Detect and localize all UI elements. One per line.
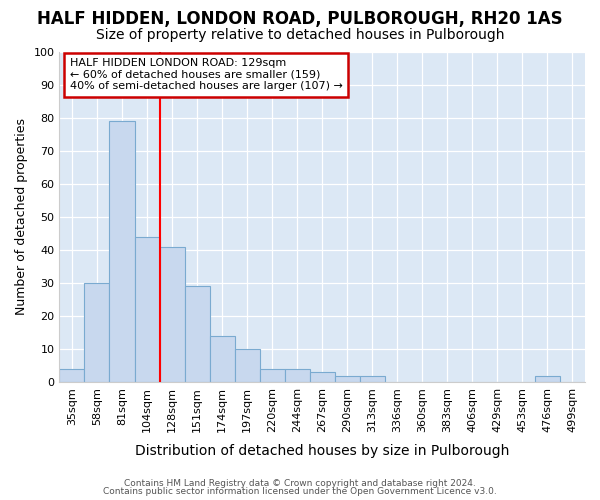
X-axis label: Distribution of detached houses by size in Pulborough: Distribution of detached houses by size … xyxy=(135,444,509,458)
Text: Contains public sector information licensed under the Open Government Licence v3: Contains public sector information licen… xyxy=(103,487,497,496)
Text: HALF HIDDEN, LONDON ROAD, PULBOROUGH, RH20 1AS: HALF HIDDEN, LONDON ROAD, PULBOROUGH, RH… xyxy=(37,10,563,28)
Bar xyxy=(185,286,209,382)
Bar xyxy=(85,283,109,382)
Bar xyxy=(335,376,360,382)
Bar xyxy=(209,336,235,382)
Bar xyxy=(134,237,160,382)
Bar xyxy=(284,369,310,382)
Bar xyxy=(160,246,185,382)
Bar xyxy=(360,376,385,382)
Y-axis label: Number of detached properties: Number of detached properties xyxy=(15,118,28,316)
Bar xyxy=(310,372,335,382)
Text: HALF HIDDEN LONDON ROAD: 129sqm
← 60% of detached houses are smaller (159)
40% o: HALF HIDDEN LONDON ROAD: 129sqm ← 60% of… xyxy=(70,58,343,92)
Text: Contains HM Land Registry data © Crown copyright and database right 2024.: Contains HM Land Registry data © Crown c… xyxy=(124,478,476,488)
Bar xyxy=(260,369,284,382)
Bar xyxy=(235,350,260,382)
Bar xyxy=(535,376,560,382)
Bar xyxy=(109,121,134,382)
Bar xyxy=(59,369,85,382)
Text: Size of property relative to detached houses in Pulborough: Size of property relative to detached ho… xyxy=(96,28,504,42)
